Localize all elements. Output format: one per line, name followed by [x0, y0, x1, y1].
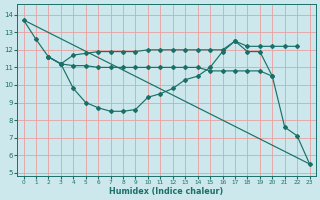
X-axis label: Humidex (Indice chaleur): Humidex (Indice chaleur)	[109, 187, 224, 196]
